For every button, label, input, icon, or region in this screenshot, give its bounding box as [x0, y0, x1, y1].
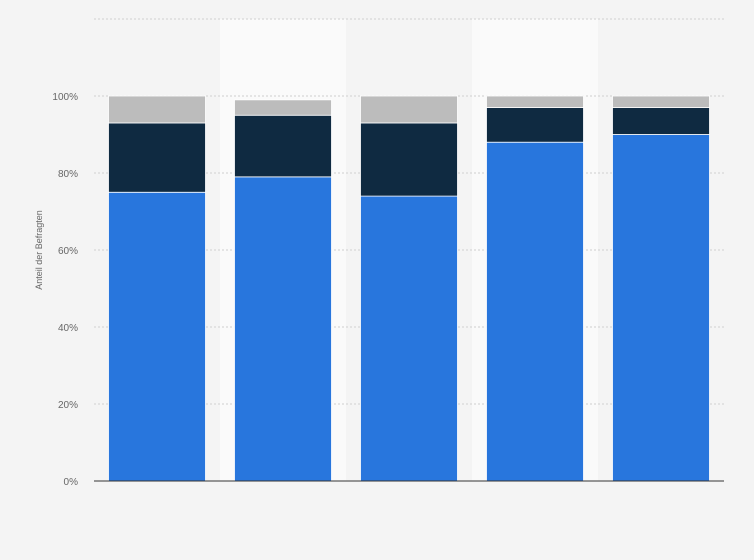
y-axis-title: Anteil der Befragten — [34, 210, 44, 290]
bar-segment[interactable] — [612, 95, 710, 108]
y-tick-label: 40% — [58, 323, 78, 334]
bar-segment[interactable] — [360, 95, 458, 124]
bar-segment[interactable] — [108, 95, 206, 124]
bar-segment[interactable] — [486, 107, 584, 143]
bar-segment[interactable] — [234, 99, 332, 116]
bar-segment[interactable] — [108, 191, 206, 482]
bar-segment[interactable] — [360, 122, 458, 197]
bar-segment[interactable] — [360, 195, 458, 482]
bar-segment[interactable] — [612, 107, 710, 135]
bar-segment[interactable] — [234, 176, 332, 482]
y-tick-label: 100% — [52, 92, 78, 103]
y-tick-label: 0% — [64, 477, 79, 488]
y-tick-label: 20% — [58, 400, 78, 411]
bar-segment[interactable] — [486, 141, 584, 482]
bar-segment[interactable] — [234, 114, 332, 178]
y-tick-label: 60% — [58, 246, 78, 257]
y-tick-label: 80% — [58, 169, 78, 180]
bar-segment[interactable] — [486, 95, 584, 108]
bar-segment[interactable] — [612, 134, 710, 482]
bar-segment[interactable] — [108, 122, 206, 193]
